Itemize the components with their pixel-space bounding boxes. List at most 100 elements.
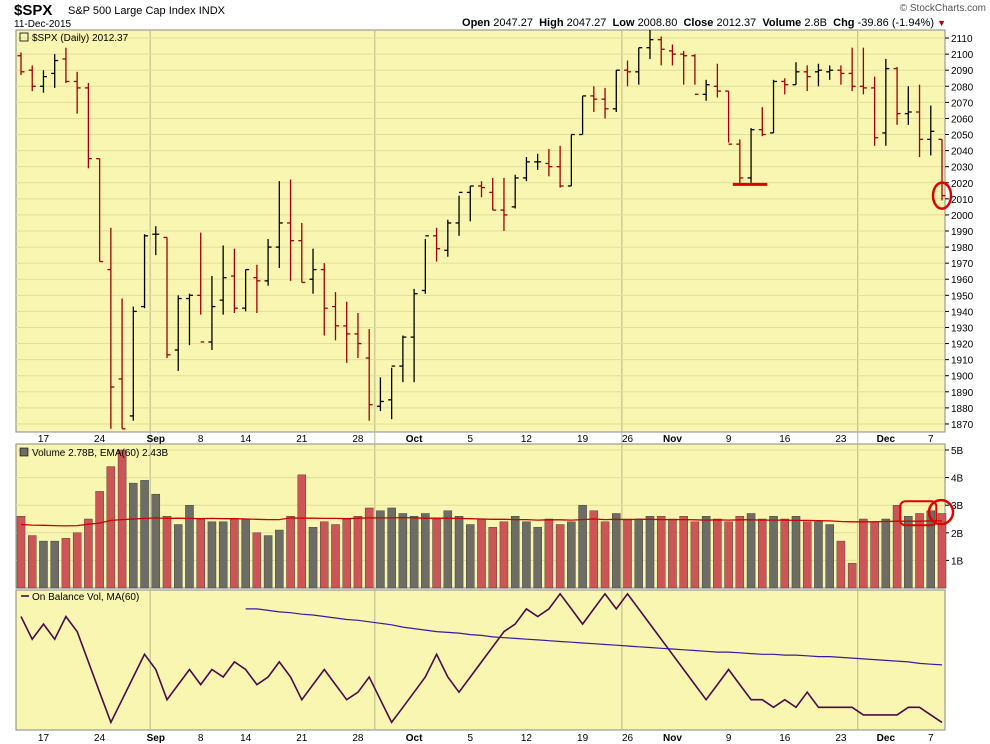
ohlc-bar: [635, 47, 643, 85]
ohlc-bar: [534, 153, 542, 170]
price-tick-label: 2090: [951, 66, 974, 77]
ohlc-bar: [680, 50, 688, 85]
ohlc-bar: [814, 63, 822, 87]
price-tick-label: 1910: [951, 356, 974, 367]
ohlc-bar: [624, 60, 632, 87]
price-tick-label: 1890: [951, 388, 974, 399]
symbol-description: S&P 500 Large Cap Index INDX: [68, 5, 225, 17]
ohlc-bar: [185, 293, 193, 346]
ohlc-bar: [174, 295, 182, 371]
volume-bar: [634, 518, 643, 589]
ohlc-bar: [96, 157, 104, 263]
volume-bar: [106, 466, 116, 589]
price-tick-label: 1960: [951, 275, 974, 286]
price-tick-label: 1950: [951, 291, 974, 302]
ohlc-bar: [107, 227, 115, 429]
volume-bar: [769, 516, 778, 589]
x-axis-label: Nov: [663, 733, 682, 744]
x-axis-label: 7: [928, 733, 934, 744]
x-axis-label: Nov: [663, 434, 682, 445]
volume-bar: [50, 540, 59, 589]
volume-bar: [668, 518, 677, 589]
ohlc-bar: [938, 138, 946, 201]
volume-bar: [690, 521, 700, 589]
ohlc-bar: [320, 263, 328, 336]
close-circle-annotation: [931, 181, 953, 210]
volume-bar: [84, 518, 93, 589]
ohlc-bar: [208, 276, 216, 350]
price-tick-label: 2110: [951, 34, 973, 45]
ohlc-bar: [376, 377, 384, 412]
price-tick-label: 1970: [951, 259, 974, 270]
high-value: 2047.27: [566, 17, 607, 29]
volume-bar: [185, 505, 194, 589]
ohlc-bar: [522, 157, 530, 182]
volume-bar: [656, 516, 666, 589]
volume-bar: [376, 510, 385, 589]
x-axis-label: 12: [521, 434, 533, 445]
ohlc-bar: [433, 227, 441, 262]
ohlc-bar: [579, 95, 587, 136]
volume-bar: [140, 480, 149, 589]
ohlc-bar: [219, 245, 227, 315]
volume-legend-swatch: [19, 447, 29, 457]
x-axis-label: 5: [467, 434, 473, 445]
ohlc-bar: [73, 71, 81, 114]
symbol-title: $SPX: [14, 2, 53, 19]
price-tick-label: 2070: [951, 98, 974, 109]
x-axis-label: 23: [835, 733, 847, 744]
ohlc-bar: [770, 79, 778, 134]
price-legend: $SPX (Daily) 2012.37: [32, 33, 129, 44]
x-axis-label: 12: [521, 733, 533, 744]
price-tick-label: 1880: [951, 404, 974, 415]
volume-bar: [207, 521, 217, 589]
volume-bar: [758, 518, 767, 589]
ohlc-bar: [590, 86, 598, 113]
ohlc-bar: [343, 301, 351, 363]
volume-bar: [870, 521, 879, 589]
volume-bar: [578, 505, 587, 589]
ohlc-bar: [916, 84, 924, 158]
x-axis-label: Oct: [406, 733, 423, 744]
volume-bar: [904, 516, 913, 589]
volume-bar: [129, 482, 138, 589]
ohlc-bar: [859, 47, 867, 95]
volume-bar: [151, 493, 161, 589]
ohlc-bar: [410, 288, 418, 383]
x-axis-label: Dec: [877, 733, 896, 744]
ohlc-bar: [253, 264, 261, 314]
ohlc-bar: [691, 54, 699, 95]
ohlc-bar: [747, 128, 755, 183]
volume-bar: [421, 513, 430, 589]
volume-bar: [859, 518, 868, 589]
obv-legend: On Balance Vol, MA(60): [32, 592, 139, 603]
volume-bar: [836, 540, 846, 589]
x-axis-label: 17: [38, 434, 50, 445]
volume-bar: [432, 518, 441, 589]
volume-bar: [331, 524, 340, 589]
ohlc-bar: [287, 179, 295, 281]
ohlc-bar: [444, 219, 452, 257]
price-tick-label: 1940: [951, 307, 974, 318]
price-tick-label: 2060: [951, 114, 974, 125]
volume-bar: [802, 521, 812, 589]
volume-bar: [746, 513, 756, 589]
quote-summary: Open 2047.27 High 2047.27 Low 2008.80 Cl…: [462, 17, 946, 29]
volume-tick-label: 4B: [951, 474, 964, 485]
ohlc-bar: [511, 174, 519, 209]
volume-circle-annotation: [927, 498, 955, 526]
volume-bar: [320, 521, 329, 589]
obv-panel: [15, 589, 946, 731]
obv-ma-line: [245, 608, 943, 666]
volume-bar: [567, 521, 576, 589]
volume-label: Volume: [762, 17, 802, 29]
x-axis-label: Oct: [406, 434, 423, 445]
volume-bar: [286, 516, 295, 589]
ohlc-bar: [51, 54, 59, 88]
price-tick-label: 2040: [951, 147, 974, 158]
ohlc-bar: [668, 44, 676, 66]
ohlc-bar: [118, 298, 126, 430]
ohlc-bar: [421, 235, 429, 294]
volume-bar: [510, 516, 520, 589]
